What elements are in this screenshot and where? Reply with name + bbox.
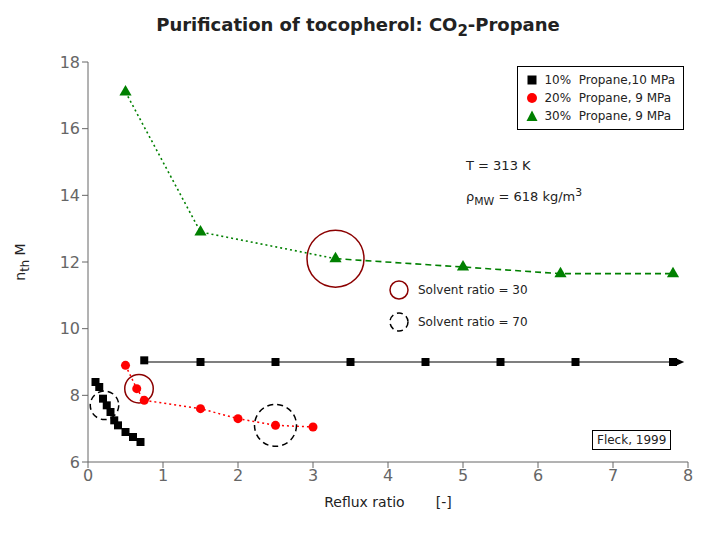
svg-text:2: 2 xyxy=(233,466,243,485)
html-text:ρMW= 618 kg/m3: ρMW= 618 kg/m3 xyxy=(466,186,583,208)
html-text:n: n xyxy=(12,271,29,281)
svg-text:16: 16 xyxy=(60,119,80,138)
html-text:Reflux ratio [-]: Reflux ratio [-] xyxy=(324,494,452,510)
svg-text:6: 6 xyxy=(70,453,80,472)
html-text:10% Propane,10 MPa: 10% Propane,10 MPa xyxy=(544,73,675,87)
html-text:Solvent ratio = 30: Solvent ratio = 30 xyxy=(418,283,528,297)
html-text:30% Propane, 9 MPa: 30% Propane, 9 MPa xyxy=(544,109,672,123)
svg-text:1: 1 xyxy=(158,466,168,485)
svg-text:8: 8 xyxy=(70,386,80,405)
html-text:M: M xyxy=(12,243,29,260)
svg-text:0: 0 xyxy=(83,466,93,485)
svg-text:10: 10 xyxy=(60,319,80,338)
svg-text:12: 12 xyxy=(60,253,80,272)
svg-text:14: 14 xyxy=(60,186,80,205)
svg-text:18: 18 xyxy=(60,53,80,72)
svg-text:5: 5 xyxy=(458,466,468,485)
html-text:th: th xyxy=(17,259,32,272)
svg-text:4: 4 xyxy=(383,466,393,485)
html-text:Purification of tocopherol: CO: Purification of tocopherol: CO2-Propane xyxy=(156,14,560,40)
svg-text:3: 3 xyxy=(308,466,318,485)
html-text:20% Propane, 9 MPa: 20% Propane, 9 MPa xyxy=(544,91,672,105)
svg-text:7: 7 xyxy=(608,466,618,485)
html-text:Solvent ratio = 70: Solvent ratio = 70 xyxy=(418,315,528,329)
html-text:Fleck, 1999: Fleck, 1999 xyxy=(597,433,667,447)
svg-text:8: 8 xyxy=(683,466,693,485)
html-text:T = 313 K: T = 313 K xyxy=(466,158,531,173)
svg-text:6: 6 xyxy=(533,466,543,485)
